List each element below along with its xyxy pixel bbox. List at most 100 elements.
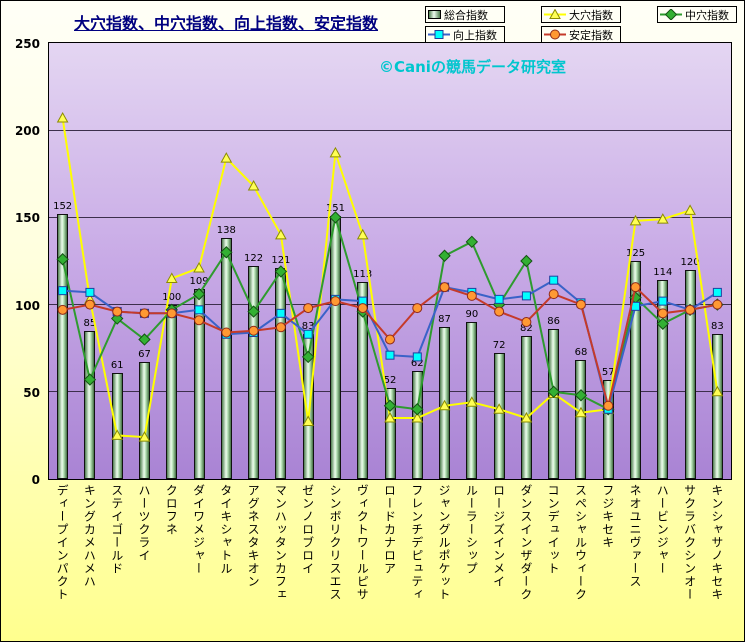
marker-ooana-icon bbox=[493, 403, 505, 414]
bar-value-label: 52 bbox=[383, 375, 397, 387]
bar-total bbox=[548, 329, 560, 479]
bar-value-label: 114 bbox=[653, 267, 673, 279]
marker-koujou-icon bbox=[276, 308, 286, 318]
marker-koujou-icon bbox=[549, 275, 559, 285]
marker-koujou-icon bbox=[85, 287, 95, 297]
line-series-layer bbox=[56, 111, 724, 442]
x-axis-label: キンシャサノキセキ bbox=[709, 484, 724, 601]
marker-antei-icon bbox=[166, 308, 177, 319]
x-axis-label: スペシャルウィーク bbox=[573, 484, 588, 601]
bar-value-label: 68 bbox=[574, 347, 588, 359]
marker-chuuana-icon bbox=[383, 399, 397, 412]
marker-antei-icon bbox=[550, 29, 560, 40]
x-axis-label: ゼンノロブロイ bbox=[300, 484, 315, 575]
marker-antei-icon bbox=[194, 315, 205, 326]
bar-total bbox=[711, 334, 723, 479]
marker-antei-icon bbox=[439, 282, 450, 293]
x-axis-label: コンデュイット bbox=[546, 484, 561, 575]
y-axis-label: 50 bbox=[23, 385, 40, 400]
marker-koujou-icon bbox=[658, 296, 668, 306]
marker-koujou-icon bbox=[494, 294, 504, 304]
bar-value-label: 86 bbox=[547, 316, 561, 328]
bar-total bbox=[602, 379, 614, 479]
bar-value-label: 152 bbox=[53, 200, 73, 212]
marker-ooana-icon bbox=[411, 411, 424, 423]
marker-chuuana-icon bbox=[547, 385, 560, 399]
legend-item-total: 総合指数 bbox=[425, 6, 505, 23]
bar-value-label: 57 bbox=[601, 366, 615, 378]
marker-chuuana-icon bbox=[520, 254, 533, 268]
marker-koujou-icon bbox=[58, 286, 68, 296]
marker-antei-icon bbox=[521, 317, 532, 328]
bar-total bbox=[57, 213, 69, 479]
marker-ooana-icon bbox=[165, 272, 178, 283]
marker-antei-icon bbox=[84, 299, 95, 310]
marker-chuuana-icon bbox=[83, 373, 97, 386]
bar-total bbox=[357, 281, 369, 479]
bar-total bbox=[630, 261, 642, 479]
plot-area: ©Caniの競馬データ研究室 152 85 61 67 100 109 138 122 121 8… bbox=[48, 42, 732, 480]
legend: 総合指数 大穴指数 中穴指数 向上指数 安定指数 bbox=[425, 6, 737, 43]
marker-chuuana-icon bbox=[664, 9, 678, 20]
bar-value-label: 138 bbox=[216, 225, 236, 237]
marker-chuuana-icon bbox=[301, 350, 315, 364]
marker-koujou-icon bbox=[194, 305, 204, 315]
bar-value-label: 122 bbox=[244, 253, 264, 265]
bar-total bbox=[520, 335, 532, 479]
marker-koujou-icon bbox=[521, 291, 531, 301]
marker-antei-icon bbox=[357, 303, 368, 314]
marker-antei-icon bbox=[630, 282, 641, 293]
x-axis-label: フレンチデピュティ bbox=[409, 484, 424, 601]
marker-ooana-icon bbox=[220, 152, 233, 163]
legend-label: 安定指数 bbox=[569, 28, 613, 42]
bar-value-label: 120 bbox=[680, 256, 700, 268]
marker-antei-icon bbox=[412, 303, 423, 314]
marker-chuuana-icon bbox=[329, 211, 342, 224]
bar-total bbox=[575, 360, 587, 479]
bar-total bbox=[657, 280, 669, 479]
x-axis-label: ハーツクライ bbox=[136, 484, 151, 562]
x-axis-label: クロフネ bbox=[164, 484, 179, 536]
legend-swatch-bar-icon bbox=[428, 10, 441, 19]
bar-value-label: 67 bbox=[138, 349, 151, 361]
bar-value-label: 85 bbox=[83, 317, 97, 329]
marker-chuuana-icon bbox=[574, 389, 588, 402]
x-axis-label: ダンスインザダーク bbox=[518, 484, 533, 601]
marker-antei-icon bbox=[330, 296, 341, 307]
gridline bbox=[49, 129, 731, 131]
marker-antei-icon bbox=[494, 306, 505, 317]
x-axis-label: ジャングルポケット bbox=[437, 484, 452, 601]
bar-total bbox=[84, 330, 96, 479]
marker-ooana-icon bbox=[275, 228, 287, 240]
bar-value-label: 82 bbox=[520, 322, 533, 334]
x-axis-label: アグネスタキオン bbox=[246, 484, 261, 588]
x-axis-label: サクラバクシンオー bbox=[682, 484, 697, 601]
marker-chuuana-icon bbox=[656, 317, 670, 330]
gridline bbox=[49, 304, 731, 306]
bar-total bbox=[138, 362, 150, 479]
x-axis-label: キングカメハメハ bbox=[82, 484, 97, 588]
bar-value-label: 72 bbox=[492, 340, 506, 352]
marker-ooana-icon bbox=[356, 228, 369, 240]
marker-antei-icon bbox=[57, 304, 68, 315]
marker-chuuana-icon bbox=[411, 403, 424, 416]
marker-antei-icon bbox=[139, 308, 150, 319]
legend-item-antei: 安定指数 bbox=[541, 26, 621, 43]
bar-value-label: 121 bbox=[271, 254, 291, 266]
bar-value-label: 125 bbox=[625, 248, 646, 259]
bar-value-label: 109 bbox=[189, 275, 209, 287]
watermark: ©Caniの競馬データ研究室 bbox=[379, 58, 566, 76]
marker-ooana-icon bbox=[575, 406, 587, 418]
marker-koujou-icon bbox=[303, 329, 313, 339]
marker-ooana-icon bbox=[193, 261, 205, 273]
marker-koujou-icon bbox=[412, 352, 422, 362]
x-axis-label: ディープインパクト bbox=[55, 484, 70, 601]
legend-label: 大穴指数 bbox=[569, 8, 613, 22]
x-axis: ディープインパクト キングカメハメハ ステイゴールド ハーツクライ クロフネ ダイワメジャ… bbox=[49, 484, 731, 639]
bar-total bbox=[411, 370, 423, 479]
y-axis-label: 200 bbox=[14, 124, 40, 139]
bar-value-label: 113 bbox=[353, 268, 373, 280]
marker-ooana-icon bbox=[111, 429, 124, 440]
marker-ooana-icon bbox=[438, 399, 451, 411]
bar-total bbox=[220, 238, 232, 479]
